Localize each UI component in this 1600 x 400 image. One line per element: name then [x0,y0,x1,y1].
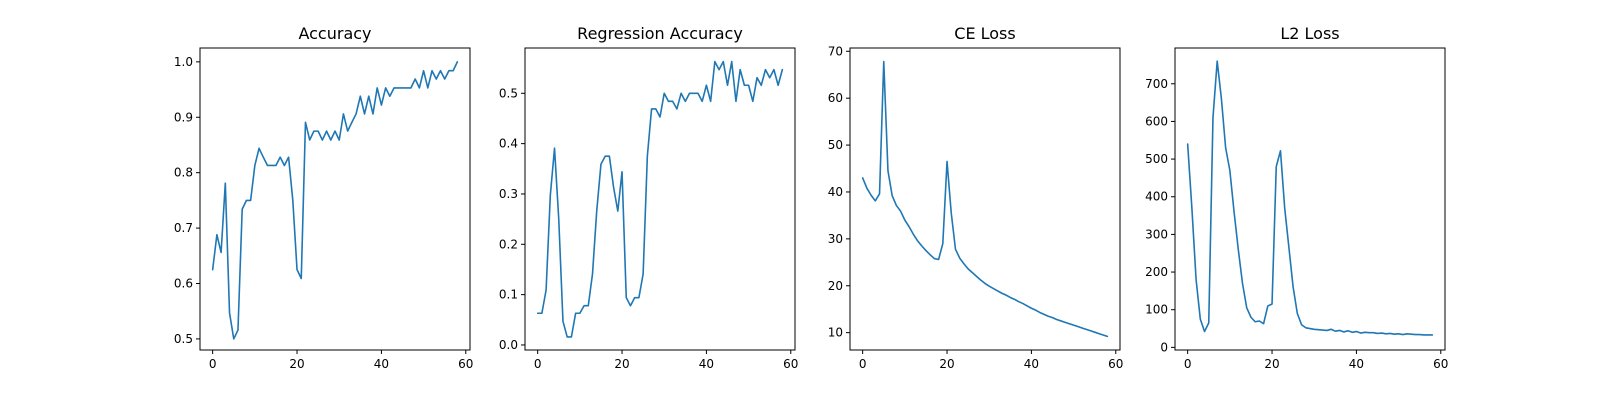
chart-accuracy: Accuracy 0 20 40 60 0.5 0.6 0.7 0.8 0.9 1.0 [174,24,474,371]
accuracy-y-tick-label: 0.9 [174,110,193,124]
l2-loss-axes-frame [1174,47,1446,351]
accuracy-title: Accuracy [298,24,371,43]
regression-accuracy-y-tick-label: 0.2 [499,237,518,251]
l2-loss-y-tick-label: 100 [1145,303,1168,317]
l2-loss-y-tick-label: 200 [1145,265,1168,279]
l2-loss-y-tick-label: 0 [1160,340,1168,354]
accuracy-y-tick-label: 0.6 [174,277,193,291]
accuracy-axes-frame [199,47,471,351]
ce-loss-y-tick-label: 70 [828,44,843,58]
ce-loss-x-tick-label: 20 [939,357,954,371]
ce-loss-axes-frame [849,47,1121,351]
accuracy-x-tick-label: 40 [374,357,389,371]
accuracy-x-tick-label: 0 [209,357,217,371]
regression-accuracy-series-line [536,60,784,338]
l2-loss-title: L2 Loss [1280,24,1339,43]
l2-loss-y-tick-label: 400 [1145,190,1168,204]
ce-loss-x-tick-label: 0 [859,357,867,371]
regression-accuracy-x-tick-label: 60 [783,357,798,371]
ce-loss-y-tick-label: 50 [828,138,843,152]
accuracy-series-line [211,61,459,340]
ce-loss-y-tick-label: 60 [828,91,843,105]
accuracy-x-tick-label: 60 [458,357,473,371]
accuracy-y-tick-label: 0.7 [174,221,193,235]
l2-loss-x-tick-label: 0 [1184,357,1192,371]
regression-accuracy-title: Regression Accuracy [577,24,743,43]
accuracy-y-tick-label: 1.0 [174,55,193,69]
ce-loss-y-tick-label: 40 [828,185,843,199]
l2-loss-y-tick-label: 600 [1145,114,1168,128]
chart-regression-accuracy: Regression Accuracy 0 20 40 60 0.0 0.1 0.2 0.3 0.… [499,24,799,371]
accuracy-y-tick-label: 0.5 [174,332,193,346]
l2-loss-y-tick-label: 300 [1145,227,1168,241]
regression-accuracy-x-tick-label: 20 [614,357,629,371]
ce-loss-x-tick-label: 60 [1108,357,1123,371]
regression-accuracy-y-tick-label: 0.0 [499,338,518,352]
ce-loss-title: CE Loss [954,24,1015,43]
regression-accuracy-y-tick-label: 0.3 [499,187,518,201]
ce-loss-x-tick-label: 40 [1024,357,1039,371]
regression-accuracy-x-tick-label: 0 [534,357,542,371]
l2-loss-x-tick-label: 20 [1264,357,1279,371]
accuracy-x-tick-label: 20 [289,357,304,371]
regression-accuracy-y-tick-label: 0.5 [499,86,518,100]
ce-loss-series-line [861,60,1109,338]
regression-accuracy-y-tick-label: 0.1 [499,288,518,302]
l2-loss-series-line [1186,60,1434,336]
l2-loss-y-tick-label: 700 [1145,77,1168,91]
l2-loss-x-tick-label: 60 [1433,357,1448,371]
ce-loss-y-tick-label: 30 [828,232,843,246]
regression-accuracy-x-tick-label: 40 [699,357,714,371]
chart-ce-loss: CE Loss 0 20 40 60 10 20 30 40 50 60 70 [828,24,1124,371]
l2-loss-x-tick-label: 40 [1349,357,1364,371]
ce-loss-y-tick-label: 10 [828,326,843,340]
l2-loss-y-tick-label: 500 [1145,152,1168,166]
accuracy-y-tick-label: 0.8 [174,166,193,180]
regression-accuracy-axes-frame [524,47,796,351]
regression-accuracy-y-tick-label: 0.4 [499,137,518,151]
ce-loss-y-tick-label: 20 [828,279,843,293]
